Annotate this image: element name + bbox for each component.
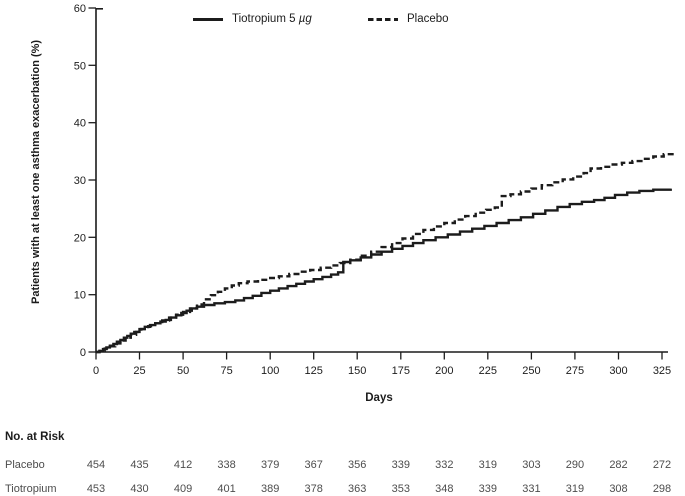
legend-item-tiotropium: Tiotropium 5 µg — [193, 12, 312, 26]
risk-row-label: Tiotropium — [5, 483, 57, 495]
y-tick-label: 0 — [80, 347, 86, 359]
risk-value: 353 — [391, 483, 410, 495]
x-tick-label: 50 — [177, 365, 189, 377]
y-tick-label: 40 — [74, 118, 86, 130]
risk-value: 331 — [522, 483, 541, 495]
risk-value: 412 — [173, 459, 193, 471]
risk-value: 356 — [348, 459, 367, 471]
risk-value: 290 — [565, 459, 585, 471]
risk-value: 298 — [652, 483, 672, 495]
risk-value: 339 — [391, 459, 410, 471]
x-tick-label: 225 — [479, 365, 497, 377]
y-tick-label: 50 — [74, 60, 86, 72]
risk-value: 435 — [130, 459, 149, 471]
legend-label-tiotropium: Tiotropium 5 µg — [232, 13, 312, 25]
legend-label-placebo: Placebo — [407, 13, 449, 25]
x-tick-label: 125 — [305, 365, 323, 377]
risk-value: 282 — [609, 459, 628, 471]
tiotropium-curve — [96, 188, 672, 354]
x-tick-label: 175 — [392, 365, 410, 377]
risk-row-tiotropium: Tiotropium 453 430 409 401 389 378 363 353 348 33… — [0, 483, 685, 496]
risk-value: 389 — [261, 483, 280, 495]
y-axis-title: Patients with at least one asthma exacer… — [30, 39, 42, 304]
y-tick-label: 60 — [74, 3, 86, 15]
dashed-line-icon — [368, 17, 398, 21]
risk-value: 319 — [478, 459, 497, 471]
risk-value: 348 — [435, 483, 454, 495]
risk-value: 332 — [435, 459, 454, 471]
risk-table-title: No. at Risk — [5, 431, 65, 443]
risk-value: 319 — [565, 483, 585, 495]
risk-value: 379 — [261, 459, 280, 471]
legend-unit: µg — [298, 13, 312, 25]
solid-line-icon — [193, 17, 223, 21]
risk-value: 363 — [348, 483, 367, 495]
risk-value: 367 — [304, 459, 323, 471]
x-tick-label: 275 — [566, 365, 584, 377]
risk-value: 453 — [86, 483, 106, 495]
risk-row-placebo: Placebo 454 435 412 338 379 367 356 339 332 319 30… — [0, 459, 685, 473]
x-axis-title: Days — [365, 392, 393, 404]
y-tick-label: 30 — [74, 175, 86, 187]
x-tick-label: 250 — [522, 365, 540, 377]
risk-value: 401 — [217, 483, 236, 495]
risk-value: 378 — [304, 483, 323, 495]
legend-item-placebo: Placebo — [368, 12, 449, 26]
risk-value: 454 — [86, 459, 106, 471]
x-tick-label: 150 — [348, 365, 366, 377]
x-tick-label: 100 — [261, 365, 279, 377]
x-tick-label: 75 — [220, 365, 232, 377]
y-tick-label: 20 — [74, 232, 86, 244]
risk-value: 308 — [609, 483, 628, 495]
x-tick-label: 25 — [133, 365, 145, 377]
risk-value: 430 — [130, 483, 149, 495]
km-plot: 0 10 20 30 40 50 60 0 25 50 75 100 125 150 175 200 225 25… — [74, 3, 676, 377]
x-tick-label: 300 — [609, 365, 627, 377]
x-tick-label: 0 — [93, 365, 99, 377]
risk-value: 338 — [217, 459, 236, 471]
placebo-curve — [96, 152, 676, 354]
legend-text: Placebo — [407, 13, 449, 25]
risk-value: 409 — [173, 483, 193, 495]
x-tick-label: 325 — [653, 365, 671, 377]
axis-lines — [95, 8, 668, 353]
x-tick-label: 200 — [435, 365, 453, 377]
risk-value: 272 — [652, 459, 672, 471]
risk-value: 339 — [478, 483, 497, 495]
y-tick-label: 10 — [74, 290, 86, 302]
risk-value: 303 — [522, 459, 541, 471]
legend-text: Tiotropium 5 — [232, 13, 296, 25]
risk-row-label: Placebo — [5, 459, 45, 471]
